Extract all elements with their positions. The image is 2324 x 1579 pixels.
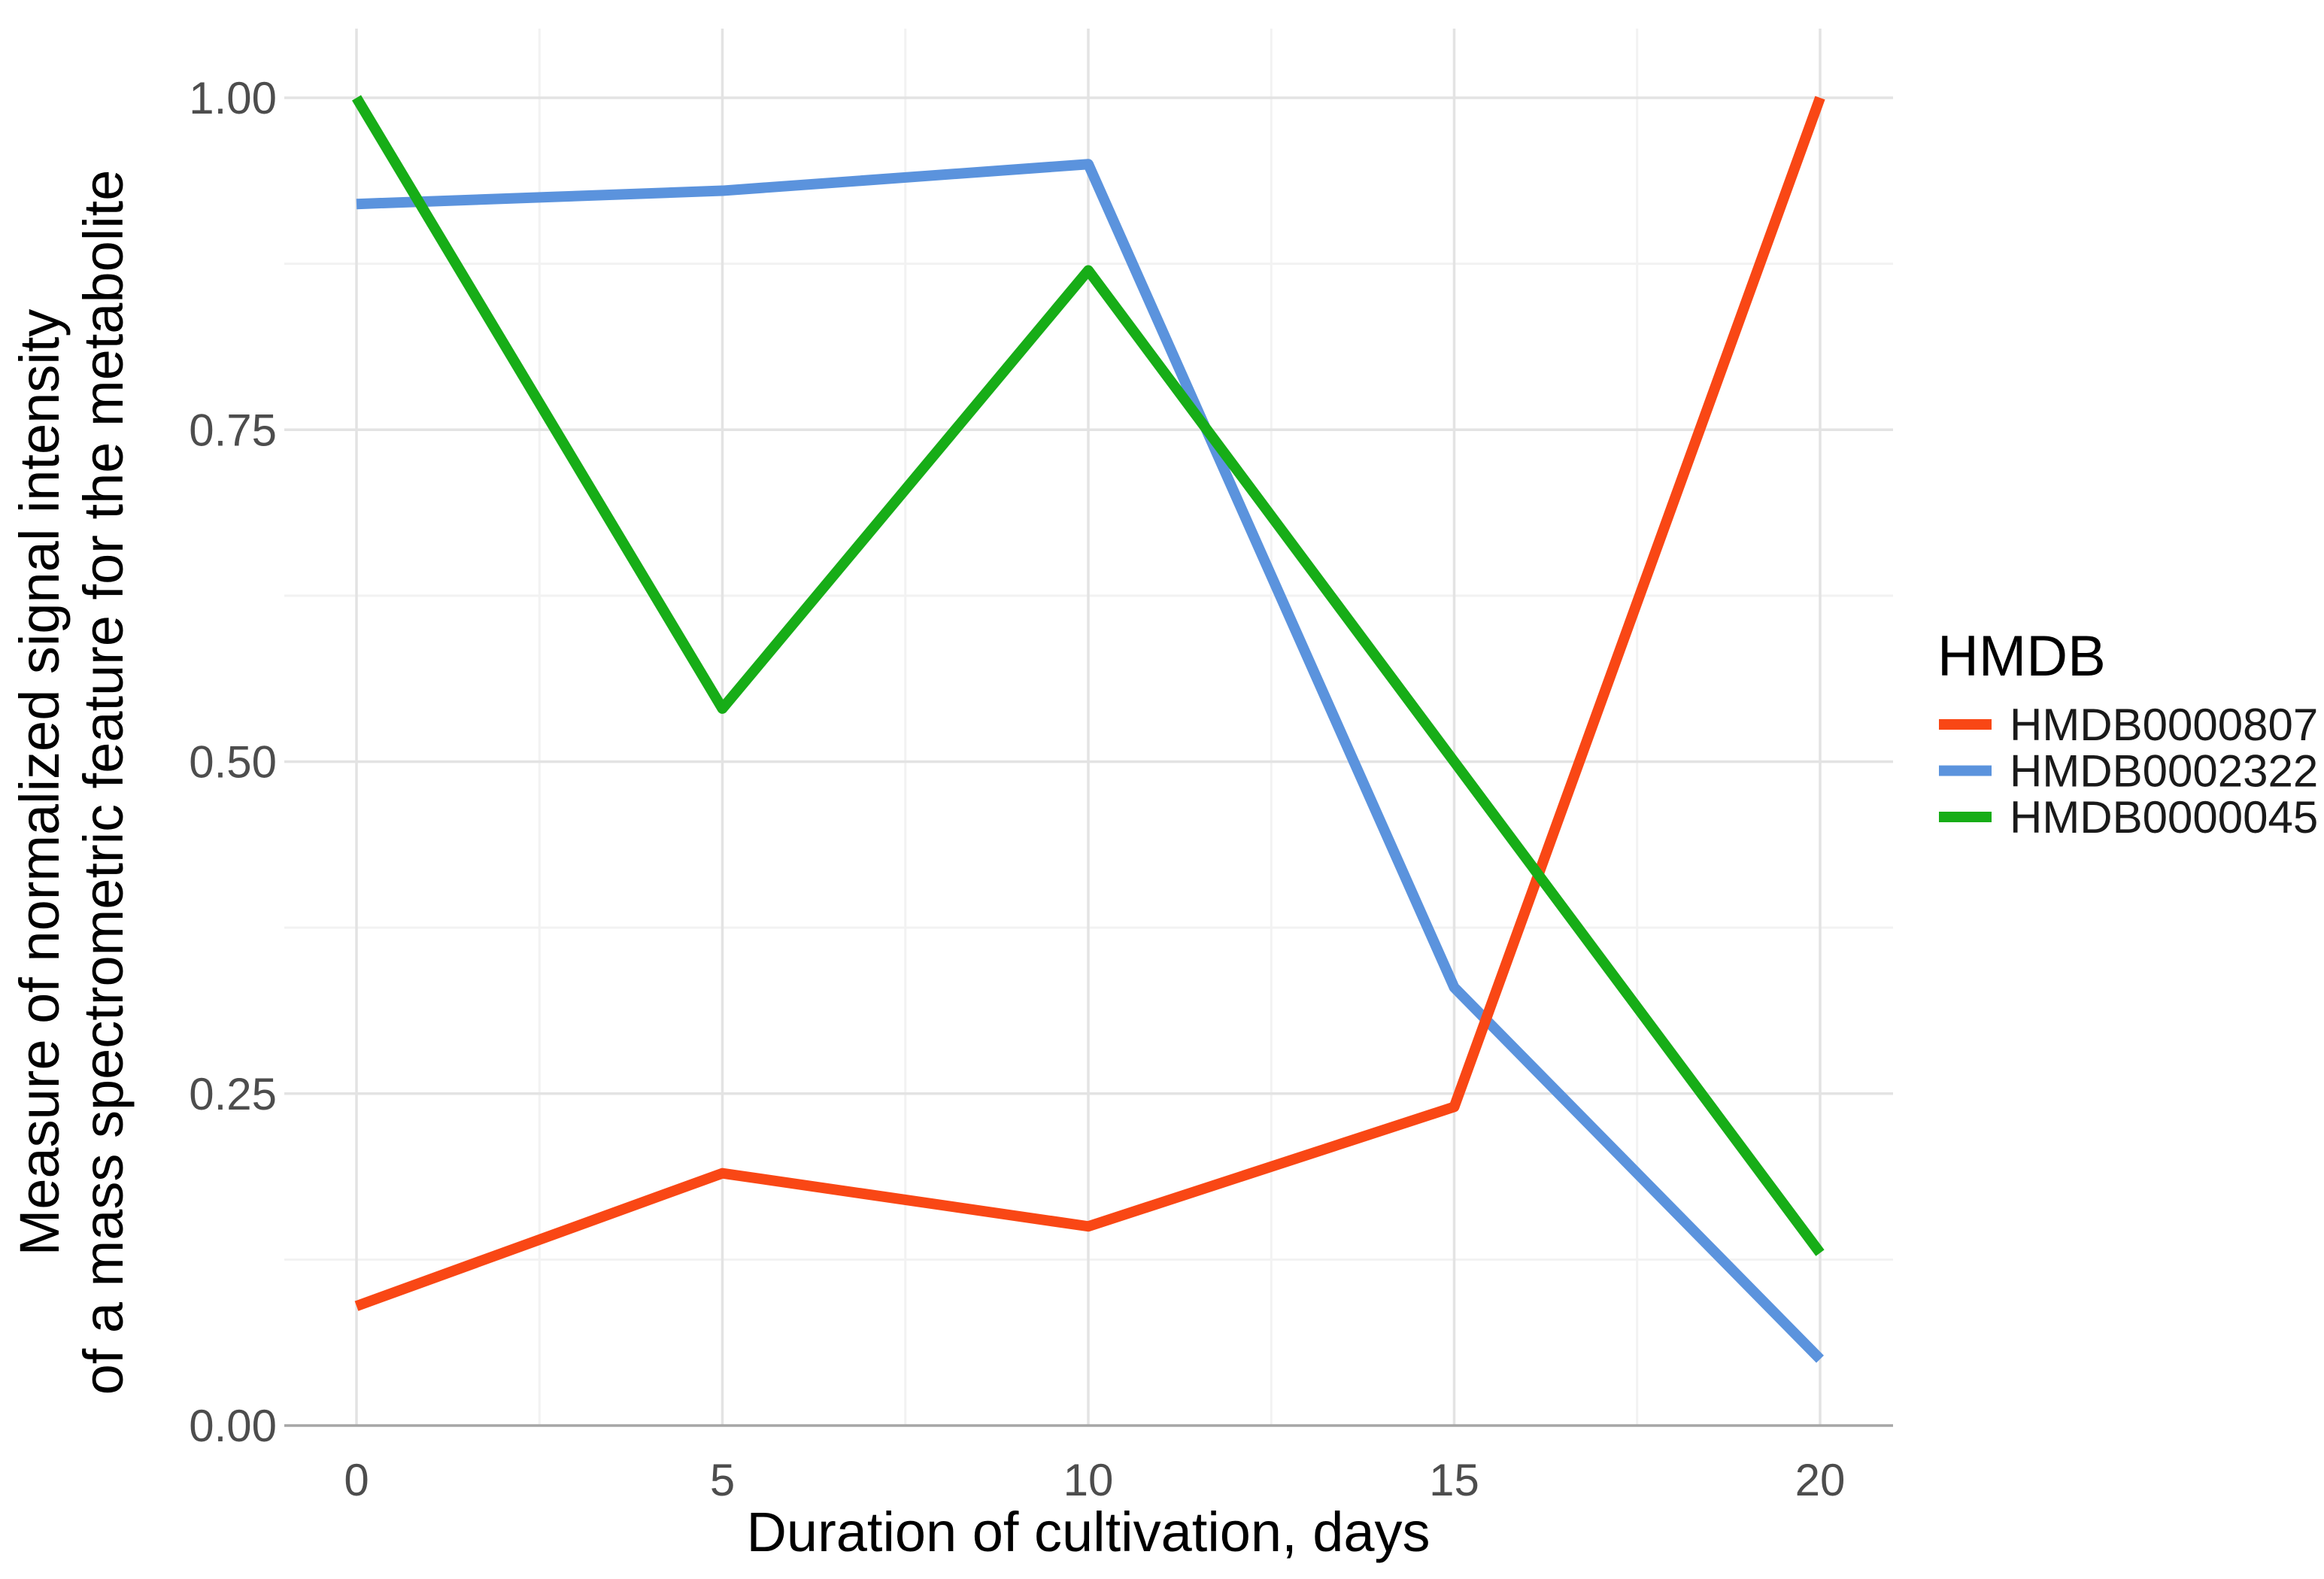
- series-line-HMDB0000045: [351, 95, 1825, 1256]
- major-gridlines: [284, 29, 1893, 1426]
- x-tick-label: 15: [1429, 1455, 1479, 1505]
- x-tick-label: 0: [344, 1455, 369, 1505]
- y-axis-title-line1: Measure of normalized signal intensity: [8, 309, 71, 1256]
- legend-title: HMDB: [1937, 624, 2106, 688]
- y-tick-label: 0.75: [189, 405, 277, 455]
- y-tick-label: 0.50: [189, 737, 277, 788]
- y-tick-label: 0.25: [189, 1069, 277, 1119]
- series-line-HMDB0002322: [356, 159, 1824, 1363]
- legend-label-HMDB0000807: HMDB0000807: [2010, 700, 2318, 750]
- y-axis-tick-labels: 0.00 0.25 0.50 0.75 1.00: [189, 73, 277, 1451]
- y-tick-label: 0.00: [189, 1401, 277, 1451]
- legend-label-HMDB0000045: HMDB0000045: [2010, 792, 2318, 843]
- series-line-HMDB0000807: [354, 96, 1825, 1311]
- x-tick-label: 5: [710, 1455, 735, 1505]
- y-axis-title-line2: of a mass spectrometric feature for the …: [72, 170, 135, 1395]
- x-axis-title: Duration of cultivation, days: [746, 1501, 1430, 1563]
- x-tick-label: 20: [1795, 1455, 1846, 1505]
- y-tick-label: 1.00: [189, 73, 277, 123]
- legend-label-HMDB0002322: HMDB0002322: [2010, 746, 2318, 797]
- x-axis-tick-labels: 0 5 10 15 20: [344, 1455, 1845, 1505]
- series-lines: [351, 95, 1825, 1363]
- x-tick-label: 10: [1063, 1455, 1114, 1505]
